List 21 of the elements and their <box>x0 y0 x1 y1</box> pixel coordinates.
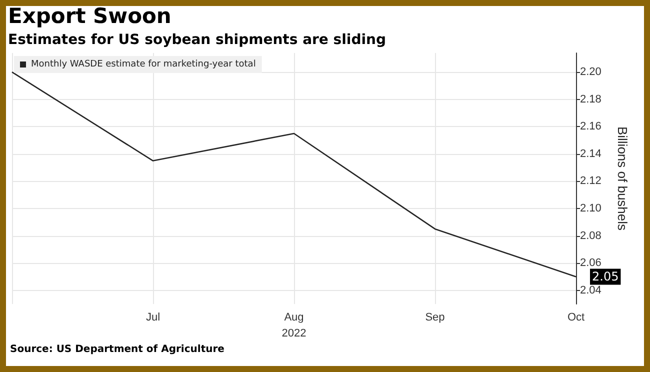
y-tick-label: 2.14 <box>580 148 602 160</box>
legend-label: Monthly WASDE estimate for marketing-year total <box>31 60 256 70</box>
y-axis-title: Billions of bushels <box>615 126 630 232</box>
x-tick-label: Jul <box>146 312 160 324</box>
y-tick-label: 2.16 <box>580 120 602 133</box>
data-label: 2.05 <box>592 270 619 284</box>
x-tick-label: Sep <box>425 312 445 324</box>
x-tick-label: Aug <box>284 312 304 324</box>
x-tick-label: Oct <box>567 312 585 324</box>
y-tick-label: 2.04 <box>580 284 602 296</box>
x-axis-title: 2022 <box>282 327 306 340</box>
y-tick-label: 2.10 <box>580 202 602 215</box>
chart-subtitle: Estimates for US soybean shipments are sliding <box>8 32 386 48</box>
y-tick-label: 2.08 <box>580 230 602 242</box>
y-tick-label: 2.12 <box>580 175 602 188</box>
line-series <box>11 71 577 278</box>
chart-title: Export Swoon <box>8 4 172 28</box>
y-tick-label: 2.20 <box>580 66 602 78</box>
source-note: Source: US Department of Agriculture <box>10 344 224 355</box>
y-tick-label: 2.06 <box>580 257 602 270</box>
y-tick-label: 2.18 <box>580 93 602 106</box>
